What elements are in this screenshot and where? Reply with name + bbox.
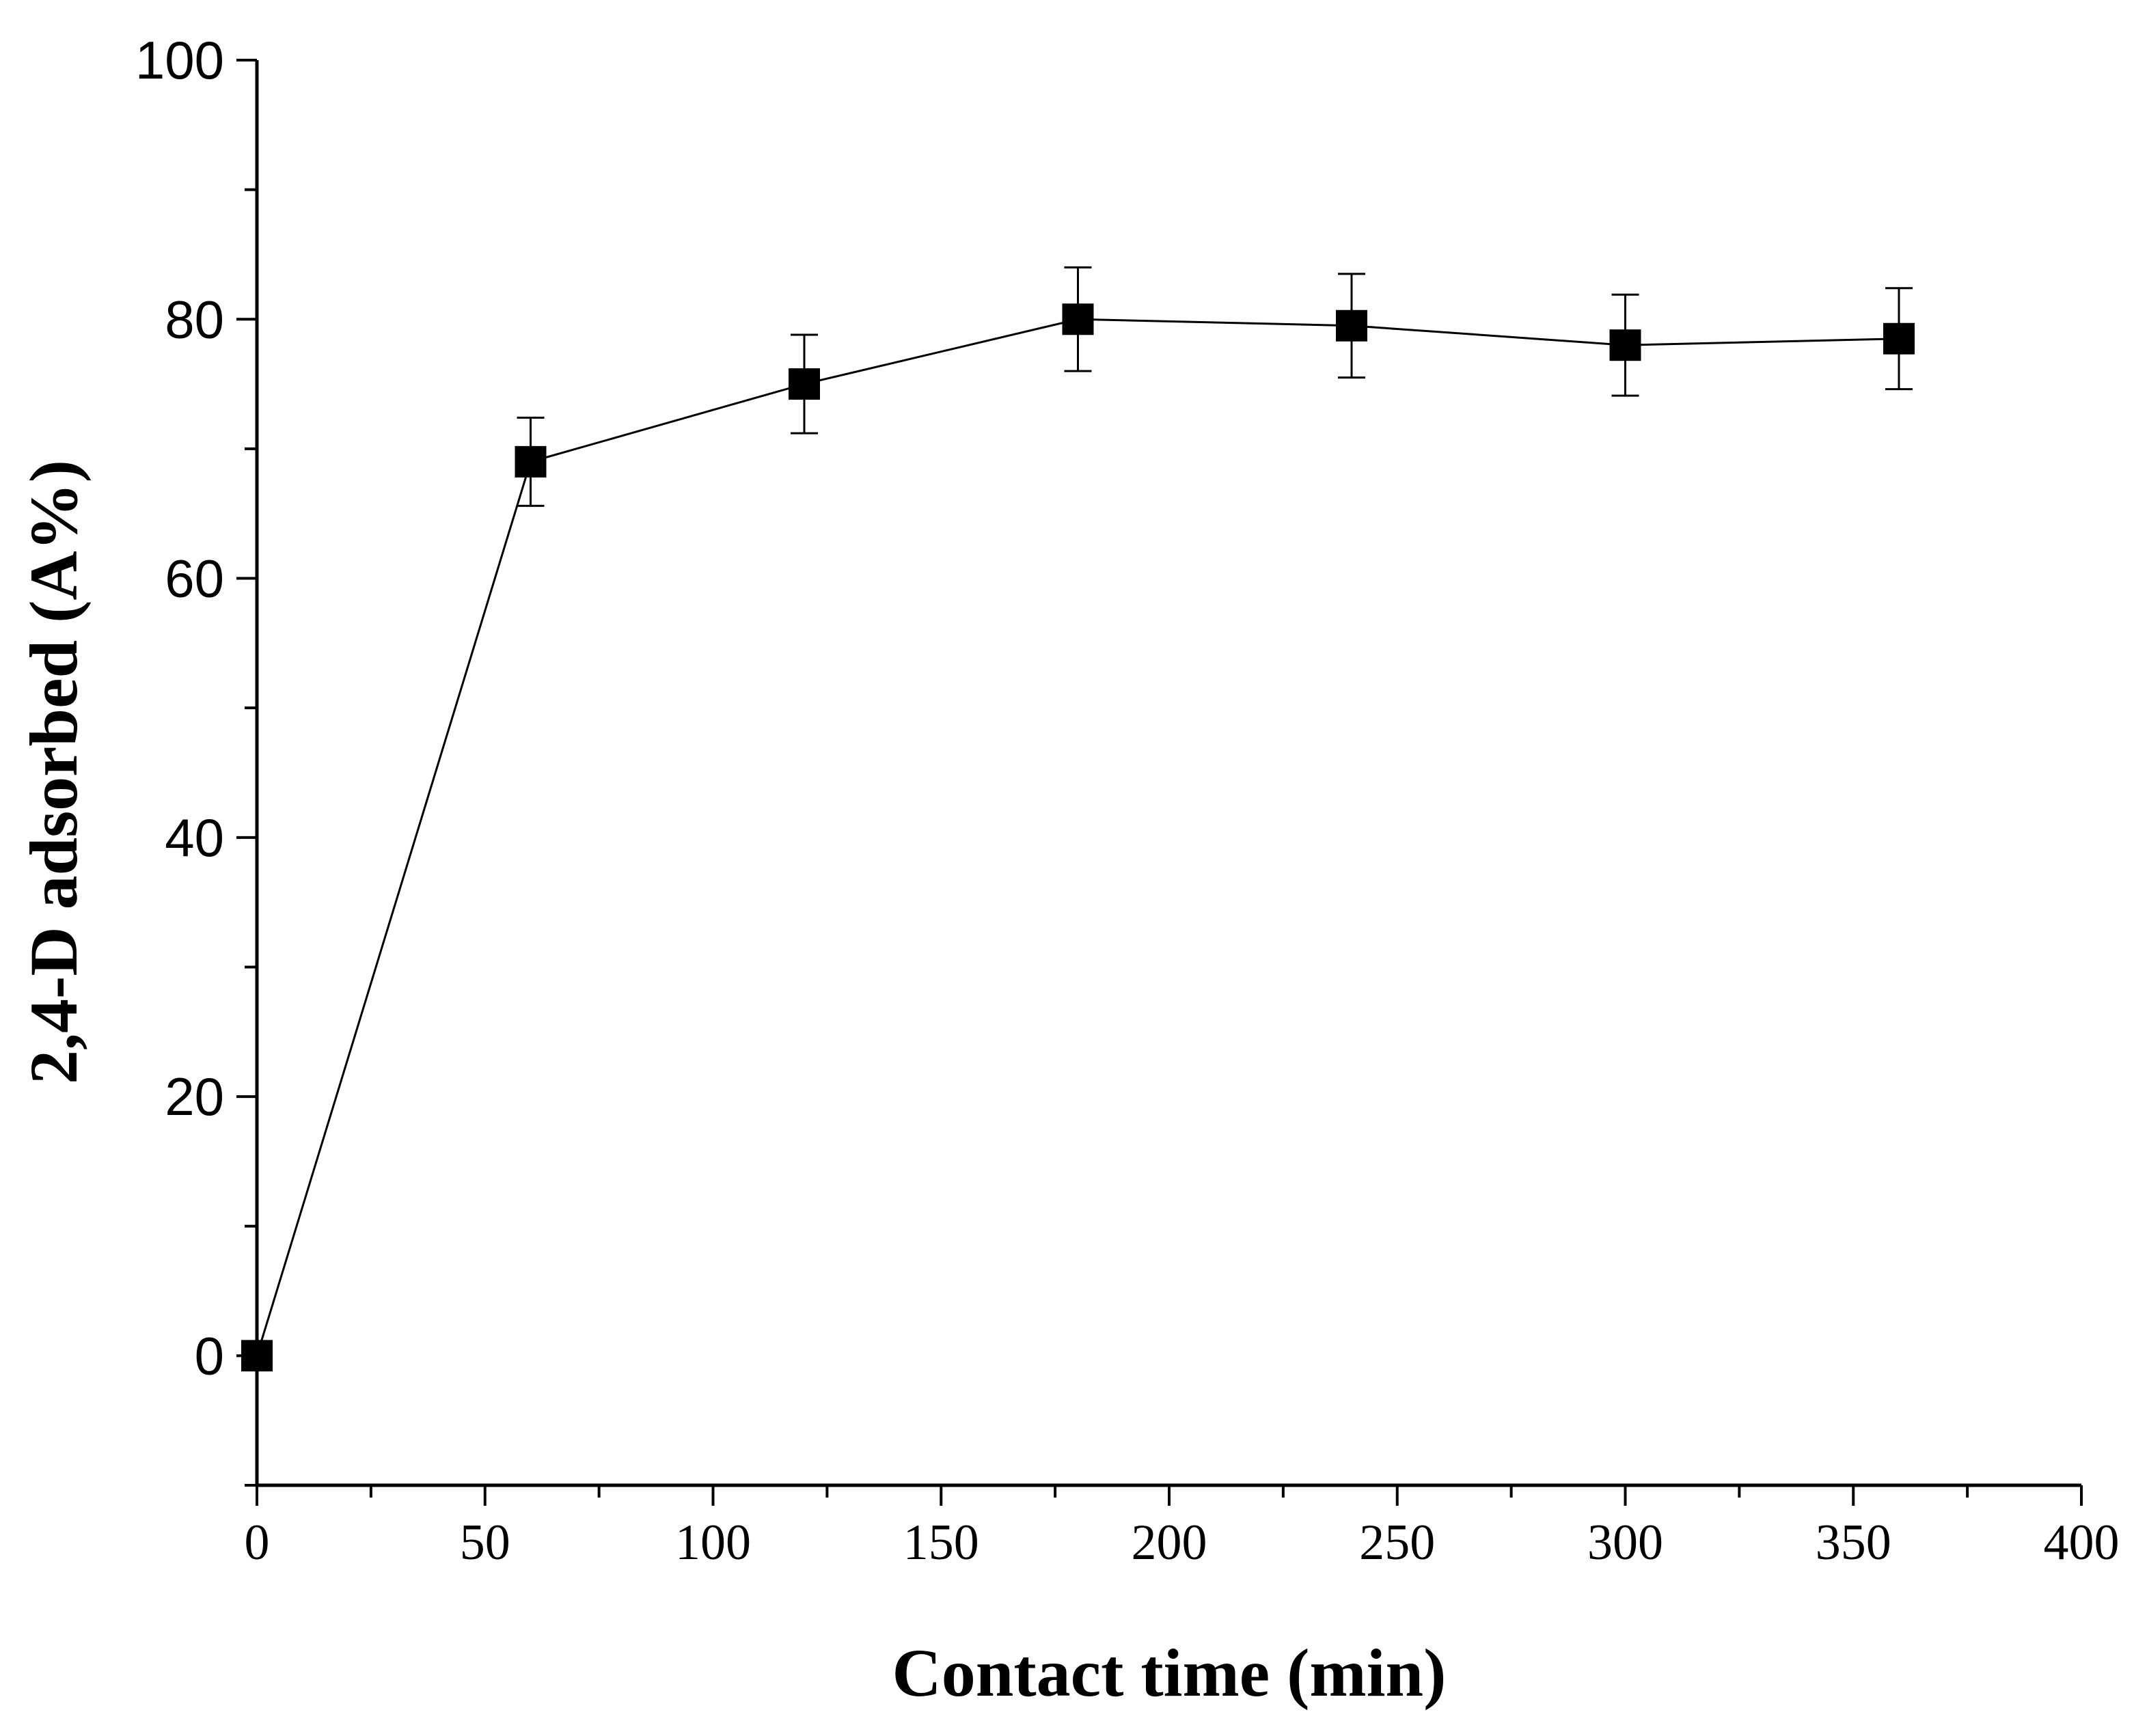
series-line-segment: [256, 461, 532, 1356]
x-tick-label: 400: [2044, 1515, 2120, 1571]
x-tick-label: 0: [245, 1515, 270, 1571]
x-tick-label: 200: [1132, 1515, 1207, 1571]
series-line-segment: [1625, 337, 1900, 346]
x-tick-label: 50: [460, 1515, 510, 1571]
series-line-segment: [530, 383, 805, 463]
data-point: [1883, 322, 1915, 355]
ticks: 0 50 100 150 200 250 300 350 400 0 20 40 60 80 100: [135, 30, 2120, 1571]
x-tick-label: 250: [1359, 1515, 1435, 1571]
x-axis-title: Contact time (min): [892, 1635, 1447, 1711]
x-tick-label: 300: [1587, 1515, 1663, 1571]
data-point: [1062, 303, 1094, 335]
series: [241, 266, 1915, 1372]
data-point: [789, 368, 820, 400]
y-tick-label: 80: [165, 289, 224, 349]
x-tick-label: 100: [675, 1515, 751, 1571]
series-line-segment: [804, 318, 1078, 385]
data-point: [515, 445, 547, 478]
y-tick-label: 20: [165, 1066, 224, 1127]
series-line-segment: [1351, 325, 1626, 346]
series-line-segment: [1078, 318, 1352, 327]
x-tick-label: 150: [903, 1515, 979, 1571]
y-tick-label: 60: [165, 549, 224, 609]
data-point: [1609, 329, 1641, 361]
data-point: [1336, 309, 1367, 342]
y-tick-label: 0: [195, 1325, 224, 1386]
data-point: [241, 1340, 273, 1372]
y-axis-title: 2,4-D adsorbed (A%): [16, 460, 92, 1084]
x-tick-label: 350: [1816, 1515, 1891, 1571]
y-tick-label: 100: [135, 30, 224, 90]
y-tick-label: 40: [165, 808, 224, 868]
